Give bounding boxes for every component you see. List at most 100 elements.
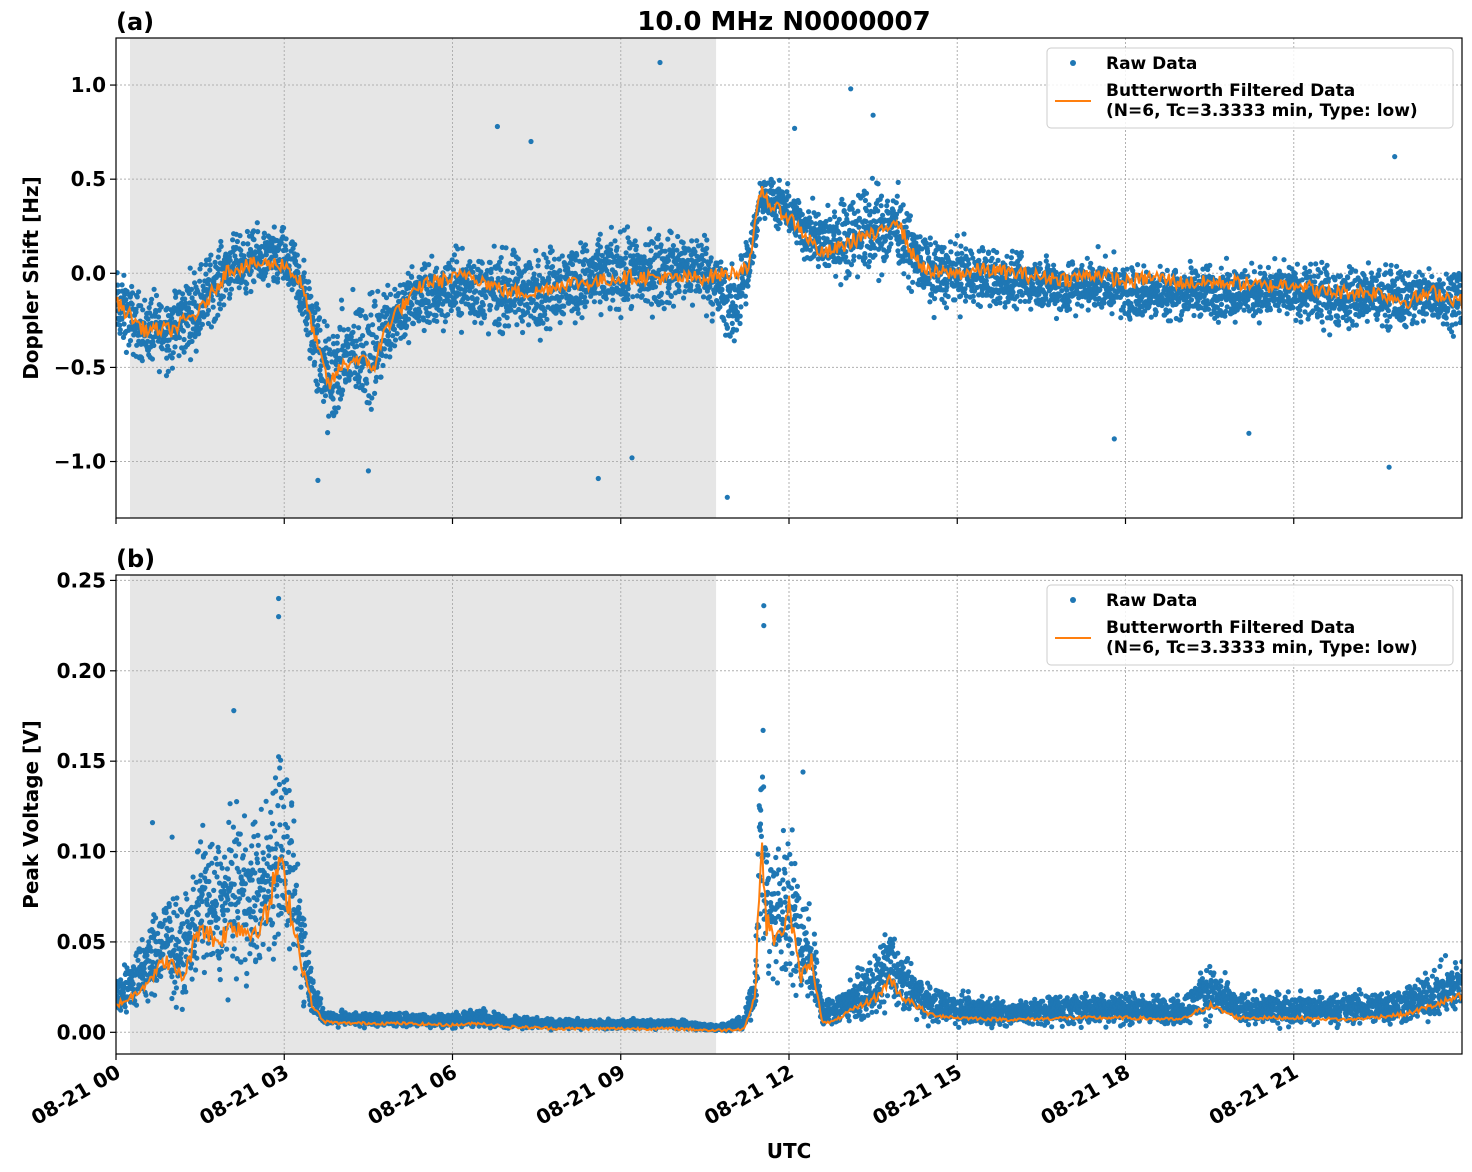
raw-data-point (659, 300, 666, 306)
raw-data-point (1383, 262, 1389, 268)
raw-data-point (303, 327, 309, 333)
raw-data-point (930, 283, 936, 289)
raw-data-point (669, 264, 675, 270)
raw-data-point (608, 241, 614, 247)
raw-data-point (166, 337, 172, 343)
raw-data-point (314, 301, 320, 307)
raw-data-point (952, 241, 958, 247)
raw-data-point (163, 373, 170, 379)
raw-data-point (737, 313, 743, 319)
raw-data-point (487, 259, 493, 266)
raw-data-point (1073, 313, 1079, 319)
raw-data-point (1051, 262, 1057, 268)
raw-data-point (198, 262, 204, 268)
raw-data-point (364, 380, 370, 386)
raw-data-point (483, 294, 489, 301)
raw-data-point (612, 238, 618, 244)
raw-data-point (207, 267, 213, 273)
raw-data-point (165, 343, 171, 349)
raw-data-point (422, 265, 428, 271)
raw-data-point (514, 322, 520, 328)
raw-data-point (534, 277, 540, 283)
raw-data-point (900, 202, 906, 208)
raw-data-point (944, 280, 950, 286)
raw-data-point (508, 307, 514, 313)
raw-data-point (625, 286, 631, 292)
raw-data-point (923, 240, 929, 246)
raw-data-point (511, 302, 517, 309)
raw-data-point (682, 289, 688, 295)
raw-data-point (645, 298, 651, 304)
raw-data-point (579, 315, 585, 321)
raw-data-point (153, 292, 160, 299)
raw-data-point (129, 290, 136, 296)
raw-data-point (129, 283, 135, 290)
raw-data-point (205, 307, 212, 313)
raw-data-point (836, 216, 842, 222)
raw-data-point (1135, 262, 1141, 268)
raw-data-point (689, 238, 695, 244)
raw-data-point (633, 243, 640, 249)
raw-data-point (894, 193, 900, 199)
raw-data-point (1373, 277, 1379, 283)
raw-data-point (1207, 262, 1213, 268)
raw-data-point (1014, 293, 1020, 299)
raw-data-point (751, 253, 757, 260)
raw-data-point (366, 400, 372, 406)
raw-data-point (653, 244, 660, 250)
raw-data-point (227, 291, 233, 297)
raw-data-point (183, 300, 189, 306)
raw-data-point (1111, 249, 1117, 255)
raw-data-point (822, 228, 828, 234)
raw-data-point (807, 247, 814, 253)
raw-data-point (273, 253, 279, 259)
raw-data-point (193, 348, 199, 354)
raw-data-point (448, 307, 454, 314)
raw-data-point (1064, 287, 1070, 293)
raw-data-point (908, 288, 915, 294)
raw-data-point (878, 193, 885, 199)
raw-data-point (375, 288, 381, 294)
raw-data-point (893, 211, 900, 217)
raw-data-point (520, 329, 526, 336)
raw-data-point (421, 261, 428, 267)
raw-data-point (701, 232, 708, 238)
raw-data-point (682, 250, 688, 256)
raw-data-point (281, 225, 287, 231)
raw-data-point (373, 378, 379, 384)
raw-data-point (301, 270, 307, 276)
raw-data-point (1090, 266, 1096, 273)
raw-data-point (674, 247, 680, 253)
raw-data-point (1215, 319, 1221, 325)
raw-data-point (597, 244, 604, 250)
raw-data-point (542, 311, 548, 317)
raw-data-point (180, 291, 186, 297)
raw-data-point (969, 251, 975, 257)
raw-data-point (223, 287, 229, 293)
raw-data-point (662, 248, 668, 254)
raw-data-point (1112, 266, 1118, 272)
raw-data-point (221, 302, 227, 308)
raw-data-point (424, 286, 430, 292)
raw-data-point (378, 374, 384, 380)
raw-data-point (882, 237, 889, 243)
raw-data-point (880, 212, 886, 218)
raw-data-point (784, 189, 790, 195)
raw-data-point (717, 304, 723, 310)
raw-data-point (197, 325, 203, 331)
raw-data-point (316, 315, 323, 321)
raw-data-point (334, 333, 340, 340)
raw-data-point (191, 270, 197, 276)
raw-data-point (392, 337, 399, 343)
raw-data-point (1251, 269, 1257, 275)
raw-data-point (504, 315, 510, 321)
raw-data-point (680, 240, 686, 246)
raw-data-point (478, 269, 484, 275)
raw-data-point (1294, 261, 1300, 267)
raw-data-point (294, 252, 300, 258)
raw-data-point (205, 320, 211, 327)
raw-data-point (315, 322, 321, 329)
raw-data-point (1346, 326, 1352, 332)
raw-data-point (648, 248, 654, 254)
raw-data-point (851, 253, 857, 259)
